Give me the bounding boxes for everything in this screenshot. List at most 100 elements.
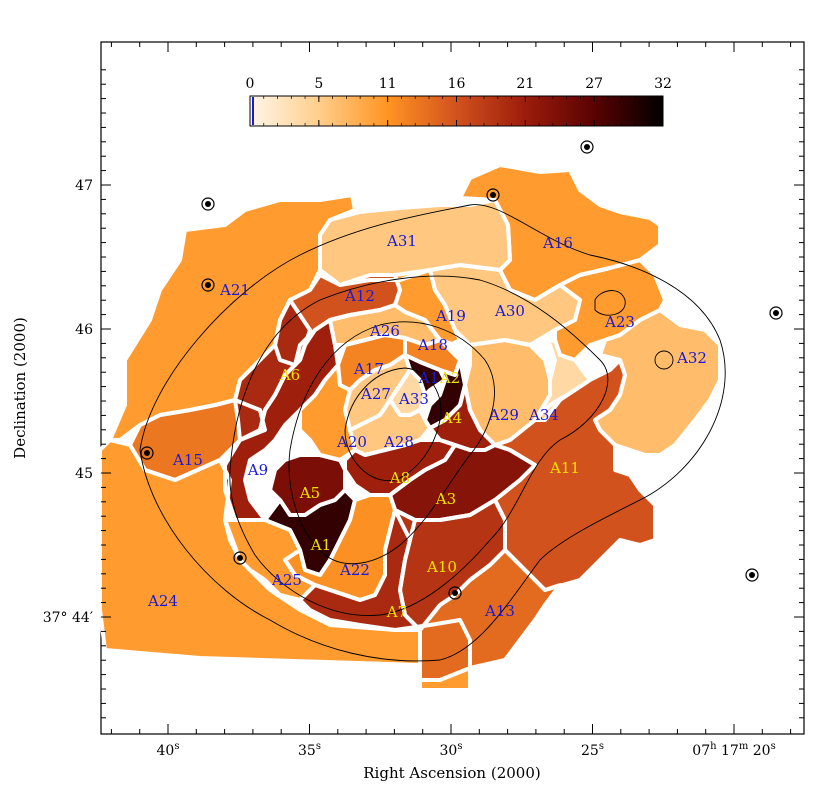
region-label: A5 [299,484,320,502]
region-a30 [430,265,580,345]
region-label: A22 [339,561,370,579]
map-regions [100,165,720,690]
region-label: A32 [676,349,707,367]
region-a24 [100,440,470,690]
region-a29 [465,340,550,445]
x-tick-label: 35s [298,741,321,759]
region-a6 [235,300,310,440]
point-source-core [144,450,150,456]
region-a10 [395,500,505,630]
region-a32 [595,310,720,455]
region-label: A7 [386,603,407,621]
x-tick-label: 40s [157,741,180,759]
region-label: A24 [147,592,178,610]
colorbar-tick-label: 5 [314,76,323,92]
region-label: A12 [344,287,375,305]
point-source [140,446,154,460]
point-source [201,197,215,211]
colorbar-tick-label: 21 [516,76,534,92]
contour-line [344,367,442,482]
region-label: A19 [435,307,466,325]
y-axis-title: Declination (2000) [11,317,29,459]
point-sources [140,140,783,600]
point-source-core [584,144,590,150]
contour-line [288,321,495,565]
colorbar-tick-label: 27 [585,76,603,92]
point-source [233,551,247,565]
x-tick-label: 07h 17m 20s [692,741,775,759]
region-label: A16 [542,234,573,252]
region-a4 [430,385,495,450]
point-source [745,568,759,582]
region-label: A4 [441,409,462,427]
x-tick-label: 25s [581,741,604,759]
point-source-core [749,572,755,578]
plot-frame [100,41,805,735]
region-label: A31 [386,232,417,250]
region-label: A26 [369,322,400,340]
colorbar-tick-label: 16 [448,76,466,92]
region-label: A34 [528,406,559,424]
point-source-core [773,310,779,316]
contours [139,204,726,662]
y-tick-label: 47 [75,178,93,194]
point-source-core [205,282,211,288]
region-a9 [225,320,338,520]
region-label: A15 [172,451,203,469]
y-axis-ticks: 37° 44′ 45 46 47 [43,69,804,719]
contour-line [654,350,674,370]
point-source-core [205,201,211,207]
region-label: A3 [435,490,456,508]
region-label: A8 [389,469,410,487]
region-a25 [225,520,315,600]
region-label: A11 [549,459,580,477]
y-tick-label: 46 [75,322,93,338]
region-boundary [418,548,562,682]
region-label: A20 [336,433,367,451]
point-source [769,306,783,320]
region-label: A25 [271,571,302,589]
region-a11 [495,360,655,590]
region-label: A23 [604,313,635,331]
point-source-core [237,555,243,561]
region-a13 [420,550,560,680]
region-label: A21 [219,281,250,299]
point-source [201,278,215,292]
region-label: A29 [488,406,519,424]
region-labels: A1A2A3A4A5A6A7A8A9A10A11A12A13A15A16A17A… [147,232,707,621]
region-a27 [345,355,410,430]
region-label: A6 [279,366,300,384]
region-a33 [390,370,425,415]
y-tick-label: 45 [75,466,93,482]
region-boundary [503,338,592,422]
y-tick-label: 37° 44′ [43,610,93,626]
region-a12 [275,275,400,365]
region-boundary [458,163,662,302]
region-label: A30 [494,302,525,320]
contour-line [229,275,609,616]
region-a21 [110,195,355,440]
contour-line [139,204,726,662]
point-source [580,140,594,154]
point-source-core [490,192,496,198]
x-axis-ticks: 40s 35s 30s 25s 07h 17m 20s [110,42,792,759]
region-boundaries [98,163,722,692]
region-label: A2 [439,369,460,387]
region-label: A1 [310,536,331,554]
region-label: A27 [360,385,391,403]
region-label: A18 [417,336,448,354]
region-a19 [395,270,460,345]
colorbar-ticks: 0 5 11 16 21 27 32 [246,76,672,126]
colorbar-tick-label: 0 [246,76,255,92]
region-label: A10 [426,558,457,576]
colorbar-tick-label: 32 [654,76,672,92]
region-a20 [300,365,355,460]
contour-line [594,290,626,316]
region-boundary [128,398,267,482]
x-tick-label: 30s [440,741,463,759]
point-source [448,586,462,600]
colorbar: 0 5 11 16 21 27 32 [246,76,672,127]
region-a7 [300,510,420,630]
point-source-core [452,590,458,596]
